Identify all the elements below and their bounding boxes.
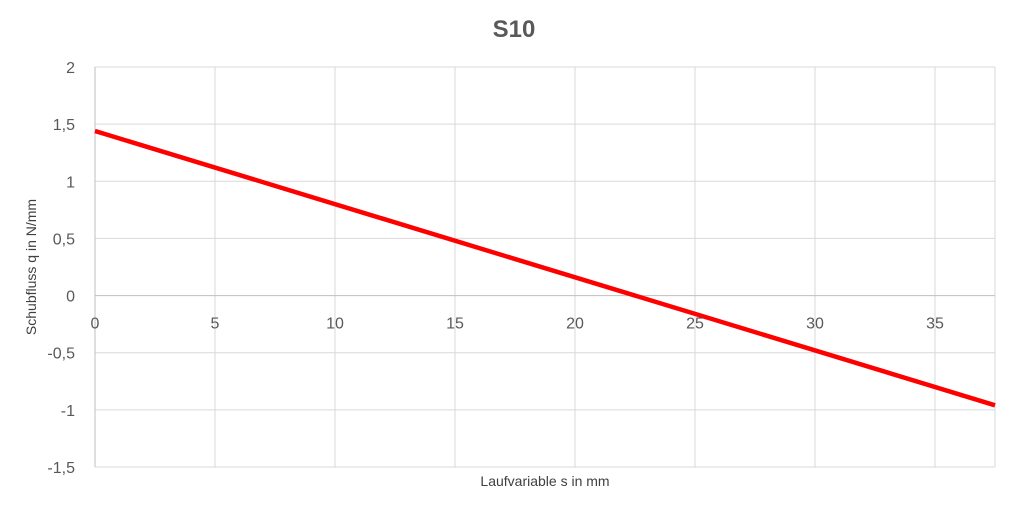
x-tick-label: 30 bbox=[806, 316, 824, 333]
y-tick-label: -1,5 bbox=[47, 460, 75, 477]
y-tick-label: -1 bbox=[61, 403, 75, 420]
x-tick-label: 15 bbox=[446, 316, 464, 333]
chart-title: S10 bbox=[493, 16, 536, 43]
y-tick-label: 0,5 bbox=[53, 231, 75, 248]
x-tick-label: 10 bbox=[326, 316, 344, 333]
x-axis-label: Laufvariable s in mm bbox=[480, 473, 609, 489]
axes bbox=[94, 67, 995, 467]
y-tick-label: 1,5 bbox=[53, 117, 75, 134]
series-line bbox=[94, 128, 996, 408]
plot-area bbox=[94, 128, 996, 408]
x-tick-label: 20 bbox=[566, 316, 584, 333]
y-tick-label: 0 bbox=[66, 289, 75, 306]
y-tick-label: 2 bbox=[66, 60, 75, 77]
x-tick-label: 25 bbox=[686, 316, 704, 333]
tick-labels: 2 1,5 1 0,5 0 -0,5 -1 -1,5 0 5 10 15 20 25 30 35 bbox=[47, 60, 944, 477]
y-tick-label: 1 bbox=[66, 174, 75, 191]
grid bbox=[95, 66, 996, 468]
y-tick-label: -0,5 bbox=[47, 346, 75, 363]
y-axis-label: Schubfluss q in N/mm bbox=[23, 199, 39, 335]
x-tick-label: 35 bbox=[926, 316, 944, 333]
x-tick-label: 5 bbox=[211, 316, 220, 333]
x-tick-label: 0 bbox=[91, 316, 100, 333]
